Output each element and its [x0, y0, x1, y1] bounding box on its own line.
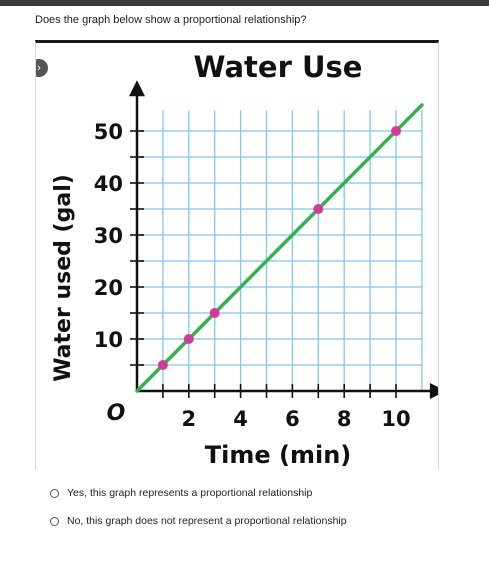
question-text: Does the graph below show a proportional… — [35, 14, 307, 26]
data-point — [313, 204, 324, 214]
x-tick-label: 10 — [381, 407, 410, 431]
y-tick-label: 40 — [94, 172, 123, 196]
top-bar — [0, 0, 489, 6]
y-tick-label: 50 — [94, 120, 123, 144]
chart-figure: Water Use Water used (gal) Time (min) O … — [35, 40, 439, 470]
chart-plot-area: 2 4 6 8 10 10 20 30 40 50 — [94, 80, 438, 431]
data-point — [157, 360, 168, 370]
data-point — [183, 334, 194, 344]
data-point — [209, 308, 220, 318]
info-badge-icon: › — [36, 59, 48, 77]
option-no[interactable]: No, this graph does not represent a prop… — [50, 514, 347, 528]
x-axis-arrow — [429, 383, 438, 399]
y-axis-arrow — [129, 80, 145, 97]
x-tick-label: 8 — [337, 407, 352, 431]
radio-button[interactable] — [50, 516, 59, 526]
option-label: No, this graph does not represent a prop… — [67, 515, 347, 527]
series-line — [135, 103, 424, 393]
x-tick-label: 2 — [181, 407, 196, 431]
origin-label: O — [107, 401, 126, 426]
water-use-chart: Water Use Water used (gal) Time (min) O … — [51, 50, 438, 469]
y-tick-label: 20 — [94, 276, 123, 300]
option-label: Yes, this graph represents a proportiona… — [67, 487, 313, 499]
chart-title: Water Use — [194, 50, 363, 84]
y-axis-label: Water used (gal) — [51, 174, 76, 382]
x-tick-label: 4 — [233, 407, 248, 431]
answer-options: Yes, this graph represents a proportiona… — [50, 486, 347, 542]
x-axis-label: Time (min) — [205, 441, 352, 469]
radio-button[interactable] — [50, 488, 59, 498]
y-tick-label: 30 — [94, 224, 123, 248]
x-tick-label: 6 — [285, 407, 300, 431]
data-point — [391, 126, 401, 136]
y-tick-label: 10 — [94, 328, 123, 352]
option-yes[interactable]: Yes, this graph represents a proportiona… — [50, 486, 347, 500]
